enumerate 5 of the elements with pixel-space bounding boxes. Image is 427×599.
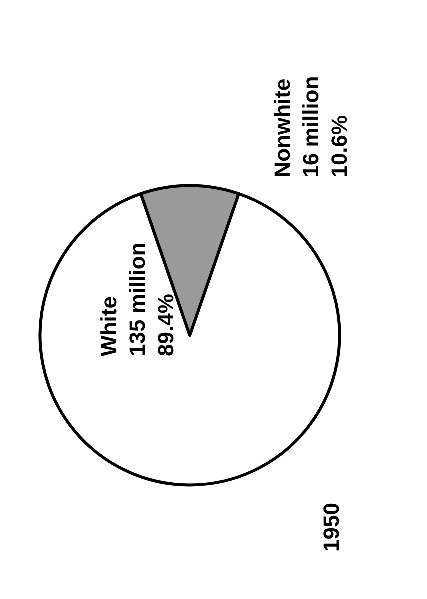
data-label: 135 million 89.4% (125, 242, 179, 356)
slice-label: Nonwhite (270, 78, 296, 178)
slice-label: White (96, 296, 122, 356)
data-label: 16 million 10.6% (298, 76, 352, 178)
text: 1950 (318, 502, 344, 552)
